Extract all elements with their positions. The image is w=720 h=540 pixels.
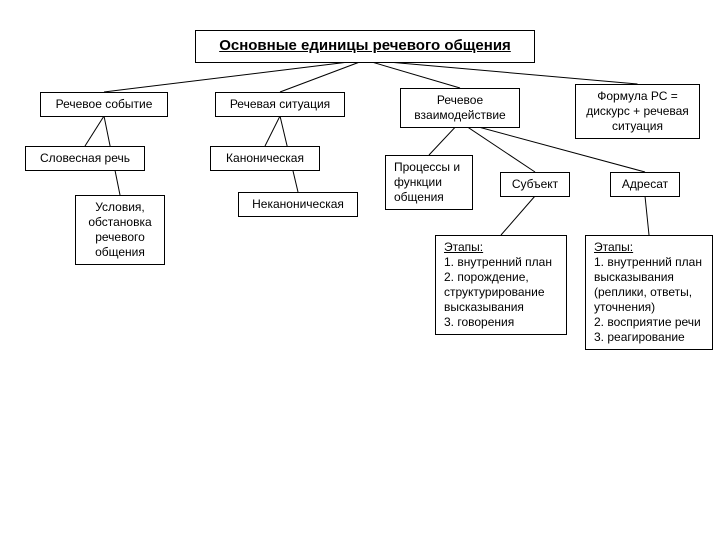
node-text: Этапы: xyxy=(594,240,633,254)
node-noncanon: Неканоническая xyxy=(238,192,358,217)
node-text: 3. говорения xyxy=(444,315,514,329)
node-stages1: Этапы:1. внутренний план2. порождение, с… xyxy=(435,235,567,335)
node-title: Основные единицы речевого общения xyxy=(195,30,535,63)
edge xyxy=(365,60,460,88)
node-text: 2. порождение, структурирование высказыв… xyxy=(444,270,545,314)
node-text: 1. внутренний план высказывания (реплики… xyxy=(594,255,702,314)
node-event: Речевое событие xyxy=(40,92,168,117)
edge xyxy=(645,196,649,235)
node-text: 3. реагирование xyxy=(594,330,685,344)
edge xyxy=(280,60,365,92)
node-processes: Процессы и функции общения xyxy=(385,155,473,210)
edge xyxy=(501,196,535,235)
node-text: Речевое xyxy=(437,93,483,107)
node-text: взаимодействие xyxy=(414,108,505,122)
node-text: 1. внутренний план xyxy=(444,255,552,269)
node-addressee: Адресат xyxy=(610,172,680,197)
node-subject: Субъект xyxy=(500,172,570,197)
node-text: 2. восприятие речи xyxy=(594,315,701,329)
node-stages2: Этапы:1. внутренний план высказывания (р… xyxy=(585,235,713,350)
node-canonical: Каноническая xyxy=(210,146,320,171)
node-verbal: Словесная речь xyxy=(25,146,145,171)
edge xyxy=(365,60,638,84)
node-interaction: Речевоевзаимодействие xyxy=(400,88,520,128)
edge xyxy=(85,116,104,146)
node-text: Этапы: xyxy=(444,240,483,254)
node-conditions: Условия, обстановка речевого общения xyxy=(75,195,165,265)
edge xyxy=(104,60,365,92)
node-situation: Речевая ситуация xyxy=(215,92,345,117)
node-formula: Формула РС = дискурс + речевая ситуация xyxy=(575,84,700,139)
edge xyxy=(265,116,280,146)
